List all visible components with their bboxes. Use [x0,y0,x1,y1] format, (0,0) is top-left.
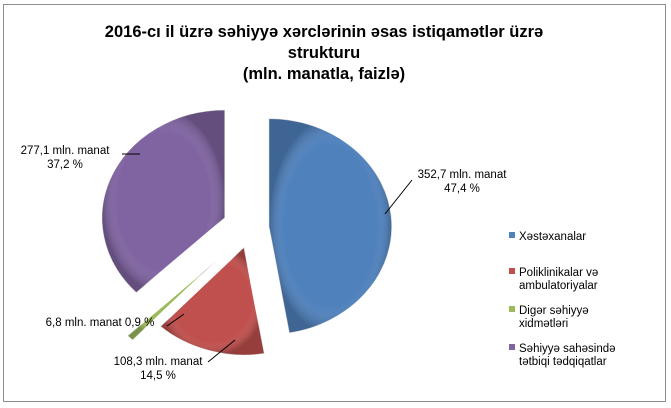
legend-label-3-line-2: xidmətləri [519,318,568,330]
legend-swatch-3 [509,306,515,312]
legend-swatch-1 [509,232,515,238]
legend-label-4-line-1: Səhiyyə sahəsində [519,343,616,355]
pie-slices [101,109,393,356]
data-label-4-line-2: 37,2 % [47,159,83,171]
legend-label-1-line-1: Xəstəxanalar [519,231,586,243]
chart-title-line-3: (mln. manatla, faizlə) [242,65,406,83]
leader-line-2 [207,339,236,363]
legend: Xəstəxanalar Poliklinikalar vəambulatoriy… [509,231,616,368]
legend-label-3-line-1: Digər səhiyyə [519,305,589,317]
leader-line-1 [384,179,413,215]
data-label-1-line-1: 352,7 mln. manat [418,169,508,181]
chart-title-line-1: 2016-cı il üzrə səhiyyə xərclərinin əsas… [104,23,544,41]
data-label-1-line-2: 47,4 % [444,183,480,195]
leader-lines [122,153,413,363]
pie-slice-shading-4 [101,109,225,293]
pie-slice-shading-3 [127,260,217,341]
data-labels: 352,7 mln. manat 47,4 % 108,3 mln. manat 14… [21,145,508,382]
legend-swatch-4 [509,344,515,350]
legend-swatch-2 [509,268,515,274]
data-label-2-line-1: 108,3 mln. manat [114,356,204,368]
pie-slice-shading-1 [268,118,392,334]
pie-slice-shading-2 [160,247,265,356]
data-label-4-line-1: 277,1 mln. manat [21,145,111,157]
data-label-3-line-1: 6,8 mln. manat 0,9 % [46,317,155,329]
legend-label-2-line-1: Poliklinikalar və [519,267,598,279]
legend-label-2-line-2: ambulatoriyalar [519,280,598,292]
chart-title-line-2: strukturu [287,44,361,62]
legend-label-4-line-2: tətbiqi tədqiqatlar [519,356,607,368]
leader-line-3 [166,313,185,327]
data-label-2-line-2: 14,5 % [140,370,176,382]
